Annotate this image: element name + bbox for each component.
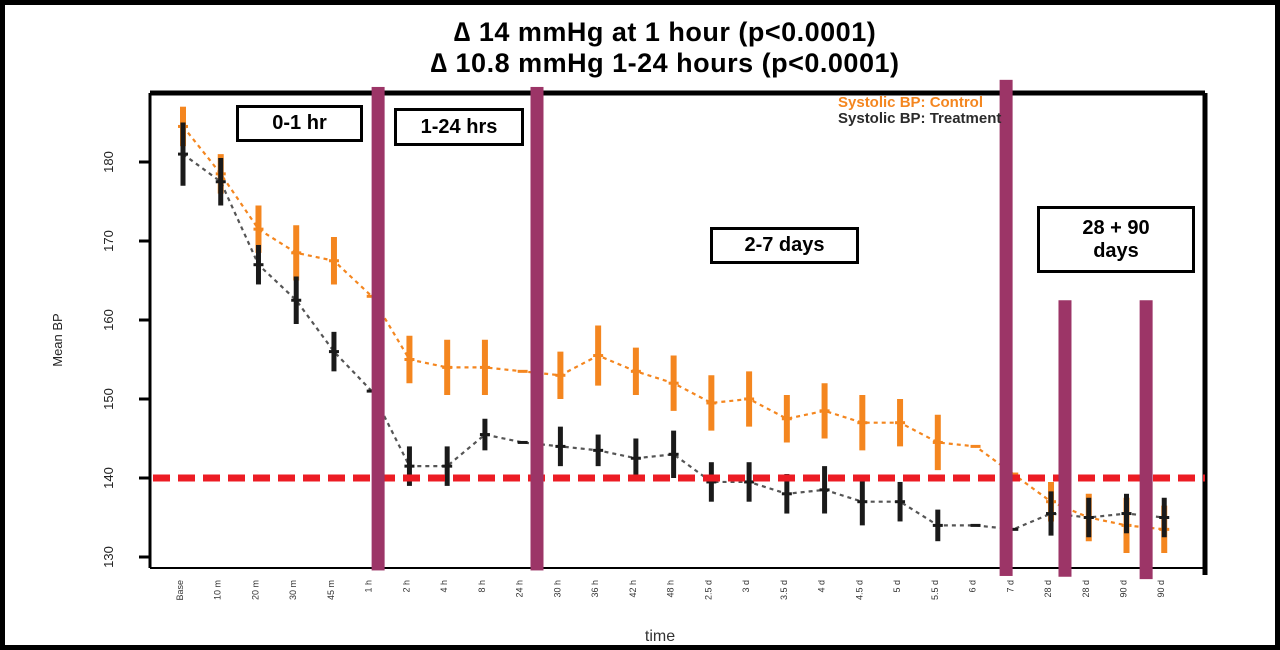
- svg-text:4 h: 4 h: [439, 580, 449, 593]
- svg-text:30 h: 30 h: [552, 580, 562, 598]
- svg-text:5 d: 5 d: [892, 580, 902, 593]
- svg-text:90 d: 90 d: [1156, 580, 1166, 598]
- svg-text:7 d: 7 d: [1005, 580, 1015, 593]
- svg-text:8 h: 8 h: [477, 580, 487, 593]
- svg-text:170: 170: [101, 230, 116, 252]
- svg-text:48 h: 48 h: [666, 580, 676, 598]
- svg-text:2 h: 2 h: [401, 580, 411, 593]
- svg-text:4 d: 4 d: [817, 580, 827, 593]
- plot-svg: 130 140 150 160 170 180 Mean BP Base 10 m 20 m 30 …: [50, 79, 1208, 645]
- svg-text:45 m: 45 m: [326, 580, 336, 600]
- svg-text:10 m: 10 m: [213, 580, 223, 600]
- svg-text:1 h: 1 h: [364, 580, 374, 593]
- svg-text:time: time: [645, 628, 675, 645]
- svg-text:4.5 d: 4.5 d: [854, 580, 864, 600]
- section-label-1-24hrs: 1-24 hrs: [394, 108, 524, 146]
- svg-text:140: 140: [101, 467, 116, 489]
- svg-text:3 d: 3 d: [741, 580, 751, 593]
- svg-text:150: 150: [101, 388, 116, 410]
- chart-title-line1: ∆ 14 mmHg at 1 hour (p<0.0001): [453, 17, 877, 47]
- svg-text:6 d: 6 d: [968, 580, 978, 593]
- svg-text:36 h: 36 h: [590, 580, 600, 598]
- svg-text:160: 160: [101, 309, 116, 331]
- svg-text:42 h: 42 h: [628, 580, 638, 598]
- section-label-0-1hr: 0-1 hr: [236, 105, 363, 142]
- svg-text:Base: Base: [175, 580, 185, 601]
- svg-text:90 d: 90 d: [1119, 580, 1129, 598]
- legend: Systolic BP: Control Systolic BP: Treatm…: [838, 95, 1001, 127]
- svg-text:Mean BP: Mean BP: [50, 313, 65, 366]
- svg-text:24 h: 24 h: [515, 580, 525, 598]
- chart-title-line2: ∆ 10.8 mmHg 1-24 hours (p<0.0001): [430, 48, 900, 78]
- svg-text:180: 180: [101, 151, 116, 173]
- section-label-2-7days: 2-7 days: [710, 227, 859, 264]
- svg-text:20 m: 20 m: [250, 580, 260, 600]
- svg-text:2.5 d: 2.5 d: [703, 580, 713, 600]
- svg-text:3.5 d: 3.5 d: [779, 580, 789, 600]
- chart-title: ∆ 14 mmHg at 1 hour (p<0.0001) ∆ 10.8 mm…: [275, 17, 1055, 79]
- svg-text:28 d: 28 d: [1081, 580, 1091, 598]
- svg-text:5.5 d: 5.5 d: [930, 580, 940, 600]
- legend-item-treatment: Systolic BP: Treatment: [838, 110, 1002, 127]
- section-label-28-90days: 28 + 90 days: [1037, 206, 1195, 273]
- svg-text:28 d: 28 d: [1043, 580, 1053, 598]
- svg-text:130: 130: [101, 546, 116, 568]
- legend-item-control: Systolic BP: Control: [838, 94, 984, 111]
- svg-text:30 m: 30 m: [288, 580, 298, 600]
